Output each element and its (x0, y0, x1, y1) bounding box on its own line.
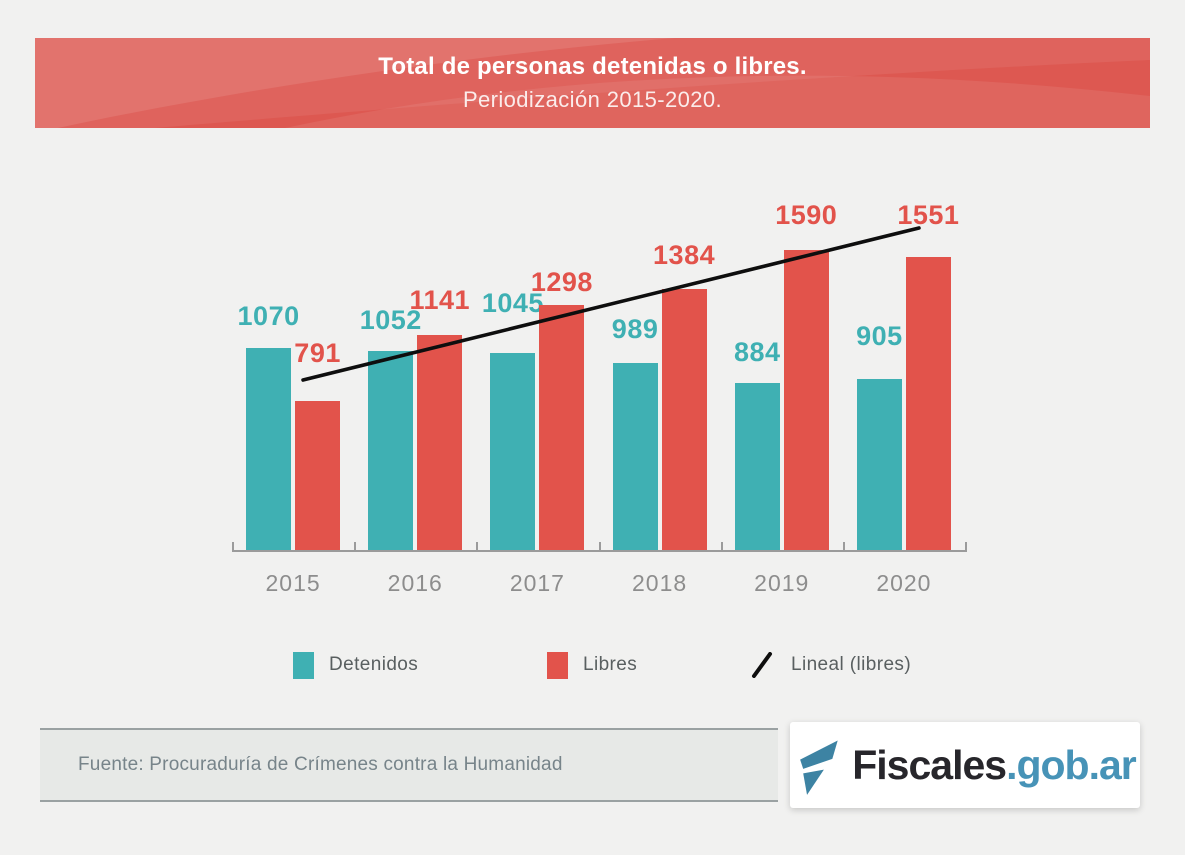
x-axis-label-2019: 2019 (754, 570, 810, 596)
title-banner: Total de personas detenidas o libres. Pe… (35, 38, 1150, 128)
source-text: Fuente: Procuraduría de Crímenes contra … (78, 754, 563, 775)
x-axis-label-2016: 2016 (387, 570, 443, 596)
bar-detenidos-2017 (490, 353, 536, 550)
x-axis-label-2018: 2018 (631, 570, 688, 596)
value-label-detenidos-2018: 989 (611, 314, 659, 344)
bar-libres-2020 (905, 257, 951, 550)
value-label-libres-2016: 1141 (409, 285, 471, 315)
legend-label: Detenidos (329, 654, 419, 675)
x-axis-tick (965, 542, 967, 552)
legend-line-icon (752, 652, 772, 678)
value-label-libres-2019: 1590 (775, 200, 838, 230)
x-axis-tick (476, 542, 479, 552)
x-axis-tick (232, 542, 234, 552)
x-axis-label-2020: 2020 (876, 570, 932, 596)
bar-detenidos-2015 (246, 348, 292, 550)
x-axis-tick (598, 542, 601, 552)
value-label-libres-2018: 1384 (653, 240, 716, 270)
chart-subtitle: Periodización 2015-2020. (462, 87, 723, 112)
legend-item-libres: Libres (547, 650, 637, 680)
bar-detenidos-2018 (612, 363, 658, 550)
legend-item-detenidos: Detenidos (293, 650, 418, 680)
fiscales-logo: Fiscales.gob.ar (790, 722, 1140, 808)
value-label-detenidos-2019: 884 (733, 337, 781, 367)
x-axis-tick (842, 542, 845, 552)
bar-detenidos-2019 (734, 383, 780, 550)
chart-title: Total de personas detenidas o libres. (378, 53, 807, 80)
bar-detenidos-2020 (856, 379, 902, 550)
x-axis-label-2017: 2017 (509, 570, 565, 596)
banner-decoration (35, 38, 1150, 128)
value-label-libres-2017: 1298 (530, 267, 593, 297)
value-label-libres-2015: 791 (294, 338, 341, 368)
bar-libres-2017 (539, 305, 585, 550)
value-label-detenidos-2020: 905 (856, 321, 903, 351)
legend-swatch-icon (293, 651, 314, 679)
legend-swatch-icon (547, 651, 568, 679)
bar-libres-2019 (783, 250, 829, 550)
legend-label: Lineal (libres) (791, 654, 912, 675)
bar-libres-2016 (417, 335, 463, 550)
value-label-libres-2020: 1551 (897, 200, 960, 230)
legend-item-lineal-libres: Lineal (libres) (750, 650, 911, 680)
x-axis-label-2015: 2015 (265, 570, 321, 596)
bar-detenidos-2016 (368, 351, 414, 550)
logo-text-dark: Fiscales (852, 741, 1007, 788)
x-axis-tick (720, 542, 723, 552)
fiscales-flag-icon (800, 740, 838, 795)
logo-text-accent: .gob.ar (1006, 741, 1137, 788)
legend-label: Libres (583, 654, 638, 675)
bar-libres-2018 (661, 289, 707, 550)
value-label-detenidos-2015: 1070 (237, 301, 300, 331)
bar-libres-2015 (295, 401, 341, 550)
logo-text: Fiscales.gob.ar (852, 741, 1137, 789)
x-axis-tick (354, 542, 357, 552)
source-box: Fuente: Procuraduría de Crímenes contra … (40, 728, 778, 802)
